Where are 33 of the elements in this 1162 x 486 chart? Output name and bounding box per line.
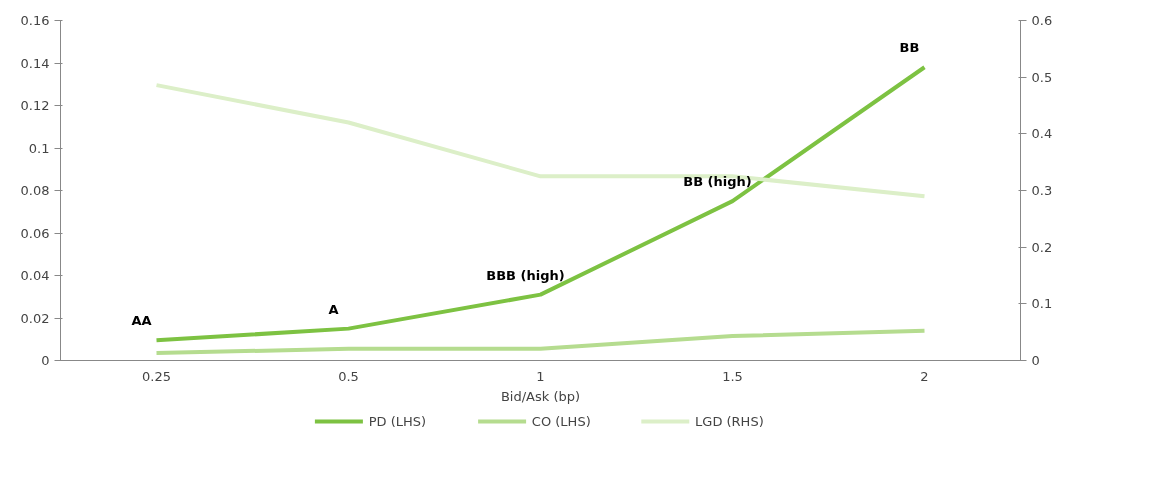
x-axis-title: Bid/Ask (bp)	[500, 388, 581, 404]
line-series	[154, 65, 927, 343]
y-tick-label: 0.08	[20, 183, 50, 198]
y-tick-label: 0.16	[20, 13, 50, 28]
annotation: BBB (high)	[486, 267, 565, 283]
y-tick-label: 0.02	[20, 310, 50, 326]
y2-tick-label: 0.2	[1031, 239, 1053, 255]
legend-label: CO (LHS)	[531, 414, 591, 429]
y2-tick-label: 0.6	[1031, 13, 1053, 28]
annotation: BB	[899, 40, 920, 56]
y2-tick-label: 0.1	[1031, 296, 1053, 312]
y-tick-label: 0.14	[20, 55, 50, 71]
y2-tick-label: 0.4	[1031, 126, 1053, 142]
x-tick-label: 0.5	[338, 368, 359, 384]
line-series	[154, 328, 927, 356]
legend-label: LGD (RHS)	[695, 414, 764, 429]
x-tick-label: 1	[536, 368, 545, 384]
y-tick-label: 0.06	[20, 225, 50, 241]
y-tick-label: 0	[41, 353, 50, 368]
y2-tick-label: 0	[1031, 353, 1040, 368]
y2-tick-label: 0.5	[1031, 69, 1053, 85]
y-tick-label: 0.1	[28, 140, 50, 156]
y2-tick-label: 0.3	[1031, 183, 1053, 198]
x-tick-label: 1.5	[722, 368, 743, 384]
line-series	[154, 83, 927, 199]
annotation: A	[328, 301, 339, 317]
x-tick-label: 2	[920, 368, 929, 384]
annotation: BB (high)	[683, 174, 752, 190]
y-tick-label: 0.12	[20, 98, 50, 113]
x-tick-label: 0.25	[142, 368, 171, 384]
y-tick-label: 0.04	[20, 268, 50, 283]
annotation: AA	[131, 313, 152, 329]
legend-label: PD (LHS)	[368, 414, 427, 429]
